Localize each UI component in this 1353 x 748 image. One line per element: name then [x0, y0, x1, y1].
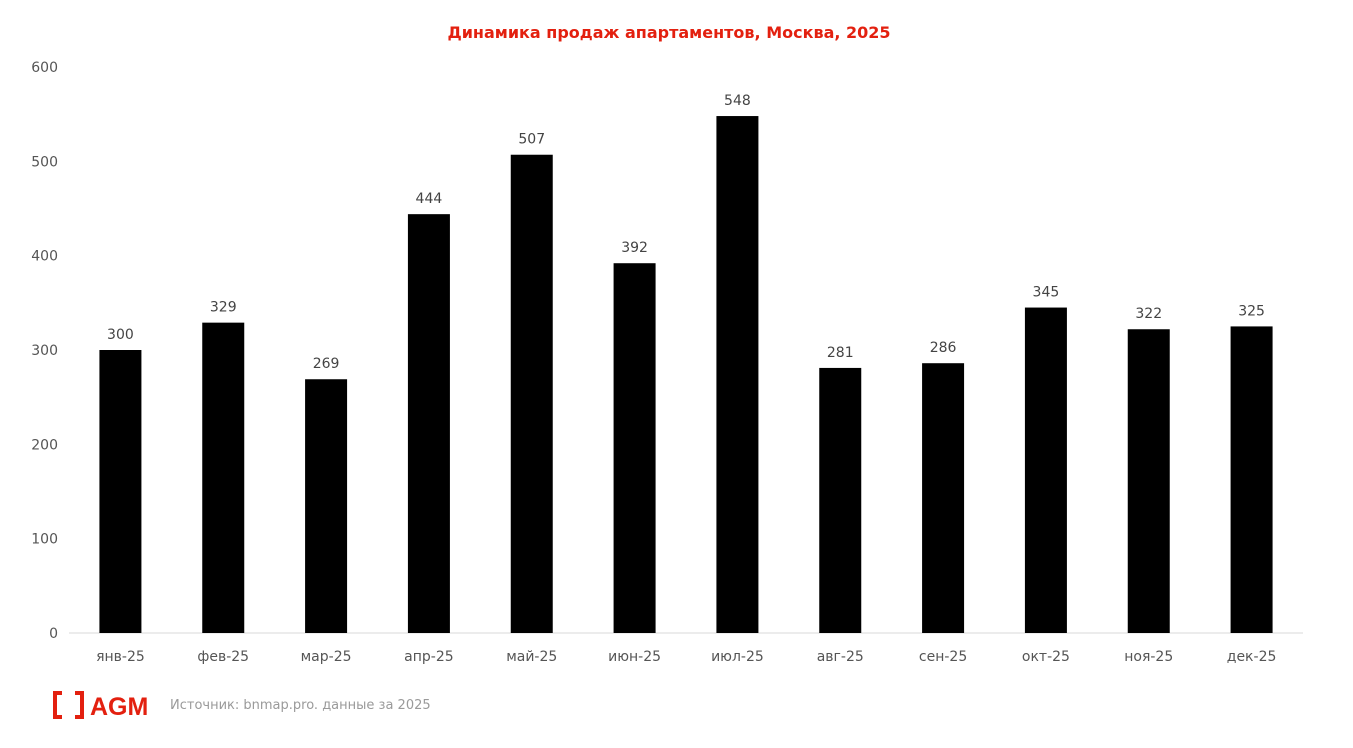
x-tick-label: дек-25	[1227, 649, 1277, 665]
data-label: 329	[210, 300, 237, 316]
bar-янв-25	[99, 350, 142, 633]
y-tick-label: 500	[31, 154, 58, 170]
y-tick-label: 400	[31, 249, 58, 265]
data-label: 286	[930, 340, 957, 356]
x-tick-label: сен-25	[919, 649, 967, 665]
data-label: 507	[518, 132, 545, 148]
source-note: Источник: bnmap.pro. данные за 2025	[170, 698, 431, 713]
agm-logo: AGM	[52, 690, 162, 720]
bar-дек-25	[1230, 326, 1273, 633]
data-label: 269	[313, 356, 340, 372]
y-tick-label: 200	[31, 437, 58, 453]
bar-мар-25	[305, 379, 348, 633]
bar-фев-25	[202, 322, 245, 633]
y-tick-label: 600	[31, 60, 58, 76]
bar-окт-25	[1024, 307, 1067, 633]
x-tick-label: фев-25	[197, 649, 249, 665]
bar-июл-25	[716, 116, 759, 633]
x-tick-label: ноя-25	[1124, 649, 1173, 665]
y-tick-label: 0	[49, 626, 58, 642]
bar-июн-25	[613, 263, 656, 633]
bar-сен-25	[922, 363, 965, 633]
bar-авг-25	[819, 367, 862, 633]
x-tick-label: янв-25	[96, 649, 145, 665]
bar-апр-25	[407, 214, 450, 633]
bar-ноя-25	[1127, 329, 1170, 633]
x-tick-label: апр-25	[404, 649, 454, 665]
data-label: 322	[1135, 306, 1162, 322]
x-tick-label: июн-25	[608, 649, 661, 665]
data-label: 444	[416, 191, 443, 207]
x-tick-label: июл-25	[711, 649, 764, 665]
data-label: 392	[621, 240, 648, 256]
data-label: 325	[1238, 303, 1265, 319]
x-tick-label: авг-25	[817, 649, 864, 665]
svg-text:AGM: AGM	[90, 693, 148, 720]
y-tick-label: 300	[31, 343, 58, 359]
x-tick-label: окт-25	[1022, 649, 1070, 665]
chart-title: Динамика продаж апартаментов, Москва, 20…	[447, 23, 891, 42]
data-label: 281	[827, 345, 854, 361]
y-tick-label: 100	[31, 532, 58, 548]
data-label: 345	[1033, 285, 1060, 301]
data-label: 548	[724, 93, 751, 109]
bar-май-25	[510, 154, 553, 634]
x-tick-label: мар-25	[301, 649, 352, 665]
data-label: 300	[107, 327, 134, 343]
x-tick-label: май-25	[506, 649, 557, 665]
